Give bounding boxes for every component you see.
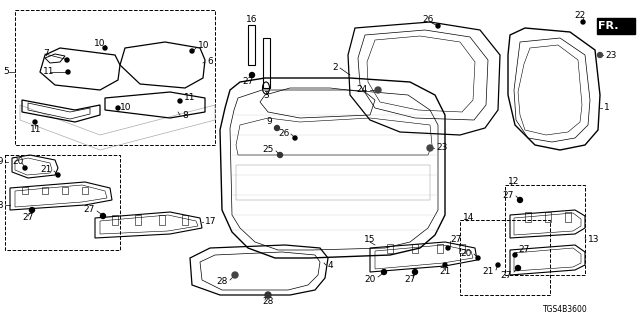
Circle shape xyxy=(23,166,27,170)
Text: 27: 27 xyxy=(84,205,95,214)
Circle shape xyxy=(116,106,120,110)
Text: 6: 6 xyxy=(207,58,212,67)
Text: 27: 27 xyxy=(243,77,253,86)
Circle shape xyxy=(278,153,282,157)
Text: 3: 3 xyxy=(263,91,269,100)
Circle shape xyxy=(65,58,69,62)
Text: 16: 16 xyxy=(246,15,258,25)
Text: 21: 21 xyxy=(40,165,52,174)
Text: 1: 1 xyxy=(604,103,610,113)
Text: 21: 21 xyxy=(483,268,494,276)
Circle shape xyxy=(427,145,433,151)
Circle shape xyxy=(515,266,520,270)
Text: 7: 7 xyxy=(43,49,49,58)
Text: 10: 10 xyxy=(94,38,106,47)
Text: 11: 11 xyxy=(184,92,195,101)
Text: 23: 23 xyxy=(605,51,616,60)
Circle shape xyxy=(29,207,35,212)
Text: 26: 26 xyxy=(278,129,290,138)
Text: 27: 27 xyxy=(450,236,461,244)
Text: TGS4B3600: TGS4B3600 xyxy=(543,306,588,315)
Circle shape xyxy=(598,52,602,58)
Circle shape xyxy=(381,269,387,275)
Text: 27: 27 xyxy=(22,213,33,222)
Text: 12: 12 xyxy=(508,178,520,187)
Circle shape xyxy=(275,125,280,131)
Text: 28: 28 xyxy=(216,277,228,286)
Bar xyxy=(460,220,550,295)
Circle shape xyxy=(476,256,480,260)
Circle shape xyxy=(413,269,417,275)
Circle shape xyxy=(513,253,517,257)
Bar xyxy=(505,185,585,275)
Text: 27: 27 xyxy=(404,276,416,284)
Text: 10: 10 xyxy=(120,103,131,113)
Text: 26: 26 xyxy=(422,15,433,25)
Text: 11: 11 xyxy=(43,68,54,76)
Circle shape xyxy=(56,173,60,177)
Text: 4: 4 xyxy=(328,260,333,269)
Polygon shape xyxy=(628,20,638,32)
Text: 11: 11 xyxy=(30,125,42,134)
Text: 18: 18 xyxy=(0,201,4,210)
Circle shape xyxy=(375,87,381,93)
Text: 14: 14 xyxy=(463,212,474,221)
Circle shape xyxy=(66,70,70,74)
Text: 10: 10 xyxy=(198,42,209,51)
Text: 9: 9 xyxy=(266,117,272,126)
Circle shape xyxy=(496,263,500,267)
Text: 19: 19 xyxy=(0,157,4,166)
Circle shape xyxy=(190,49,194,53)
Text: 17: 17 xyxy=(205,218,216,227)
Circle shape xyxy=(250,73,255,77)
Text: 27: 27 xyxy=(518,245,529,254)
Text: 20: 20 xyxy=(365,275,376,284)
Text: 27: 27 xyxy=(500,270,512,279)
Circle shape xyxy=(33,120,37,124)
Circle shape xyxy=(265,292,271,298)
Circle shape xyxy=(100,213,106,219)
Text: 24: 24 xyxy=(356,85,368,94)
Text: 23: 23 xyxy=(436,143,447,153)
Circle shape xyxy=(581,20,585,24)
Circle shape xyxy=(178,99,182,103)
Text: FR.: FR. xyxy=(598,21,618,31)
Text: 21: 21 xyxy=(439,268,451,276)
Circle shape xyxy=(446,246,450,250)
Bar xyxy=(597,18,635,34)
Text: 20: 20 xyxy=(12,157,24,166)
Circle shape xyxy=(436,24,440,28)
Text: 28: 28 xyxy=(262,298,273,307)
Circle shape xyxy=(103,46,107,50)
Circle shape xyxy=(232,272,238,278)
Text: 25: 25 xyxy=(262,146,274,155)
Bar xyxy=(5,155,120,250)
Circle shape xyxy=(443,263,447,267)
Text: 27: 27 xyxy=(502,190,514,199)
Text: 5: 5 xyxy=(3,68,9,76)
Text: 8: 8 xyxy=(182,110,188,119)
Text: 15: 15 xyxy=(364,236,376,244)
Polygon shape xyxy=(248,25,255,65)
Bar xyxy=(15,10,215,145)
Circle shape xyxy=(293,136,297,140)
Text: 2: 2 xyxy=(332,63,338,73)
Text: 22: 22 xyxy=(574,12,586,20)
Text: 20: 20 xyxy=(461,249,472,258)
Circle shape xyxy=(518,197,522,203)
Text: 13: 13 xyxy=(588,236,600,244)
